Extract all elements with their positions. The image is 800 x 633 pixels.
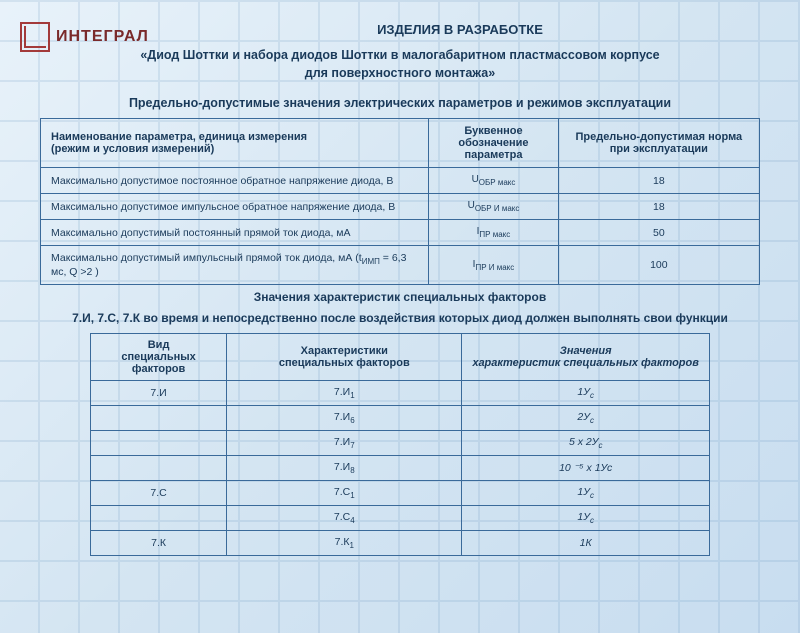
cell-symbol: IПР макс: [429, 220, 558, 246]
mid-heading-2: 7.И, 7.С, 7.К во время и непосредственно…: [30, 310, 770, 327]
page-title: ИЗДЕЛИЯ В РАЗРАБОТКЕ: [30, 22, 770, 37]
parameters-table: Наименование параметра, единица измерени…: [40, 118, 760, 285]
cell-value: 18: [558, 168, 759, 194]
cell-value: 10 ⁻⁵ х 1Ус: [462, 455, 710, 480]
cell-char: 7.И8: [227, 455, 462, 480]
table-header-row: Наименование параметра, единица измерени…: [41, 119, 760, 168]
parameters-table-body: Максимально допустимое постоянное обратн…: [41, 168, 760, 285]
col-header-symbol: Буквенное обозначение параметра: [429, 119, 558, 168]
cell-kind: [91, 430, 227, 455]
table-row: 7.С 7.С1 1Ус: [91, 481, 710, 506]
cell-symbol: UОБР макс: [429, 168, 558, 194]
cell-char: 7.С4: [227, 506, 462, 531]
table-row: 7.И6 2Ус: [91, 405, 710, 430]
table-header-row: Вид специальных факторов Характеристики …: [91, 333, 710, 380]
cell-char: 7.С1: [227, 481, 462, 506]
cell-kind: [91, 455, 227, 480]
cell-value: 2Ус: [462, 405, 710, 430]
col-header-char: Характеристики специальных факторов: [227, 333, 462, 380]
col-header-parameter: Наименование параметра, единица измерени…: [41, 119, 429, 168]
table-row: Максимально допустимое импульсное обратн…: [41, 194, 760, 220]
cell-kind: 7.И: [91, 380, 227, 405]
factors-table: Вид специальных факторов Характеристики …: [90, 333, 710, 557]
cell-value: 50: [558, 220, 759, 246]
subtitle: «Диод Шоттки и набора диодов Шоттки в ма…: [30, 47, 770, 82]
cell-char: 7.И6: [227, 405, 462, 430]
table-row: 7.И 7.И1 1Ус: [91, 380, 710, 405]
cell-value: 5 х 2Ус: [462, 430, 710, 455]
mid-heading-1: Значения характеристик специальных факто…: [30, 289, 770, 306]
cell-param: Максимально допустимое постоянное обратн…: [41, 168, 429, 194]
col-header-kind: Вид специальных факторов: [91, 333, 227, 380]
cell-kind: [91, 405, 227, 430]
cell-param: Максимально допустимый импульсный прямой…: [41, 246, 429, 285]
table-row: Максимально допустимое постоянное обратн…: [41, 168, 760, 194]
cell-char: 7.И7: [227, 430, 462, 455]
subtitle-line-1: «Диод Шоттки и набора диодов Шоттки в ма…: [140, 48, 659, 62]
cell-char: 7.И1: [227, 380, 462, 405]
cell-value: 18: [558, 194, 759, 220]
cell-value: 1К: [462, 531, 710, 556]
table-row: 7.И8 10 ⁻⁵ х 1Ус: [91, 455, 710, 480]
cell-value: 1Ус: [462, 481, 710, 506]
cell-param: Максимально допустимое импульсное обратн…: [41, 194, 429, 220]
col-header-value: Предельно-допустимая норма при эксплуата…: [558, 119, 759, 168]
table-row: Максимально допустимый постоянный прямой…: [41, 220, 760, 246]
table-row: 7.И7 5 х 2Ус: [91, 430, 710, 455]
table-row: 7.С4 1Ус: [91, 506, 710, 531]
cell-kind: 7.К: [91, 531, 227, 556]
cell-value: 100: [558, 246, 759, 285]
table-row: Максимально допустимый импульсный прямой…: [41, 246, 760, 285]
cell-value: 1Ус: [462, 380, 710, 405]
cell-symbol: IПР И макс: [429, 246, 558, 285]
cell-param: Максимально допустимый постоянный прямой…: [41, 220, 429, 246]
section-heading: Предельно-допустимые значения электричес…: [30, 96, 770, 110]
cell-char: 7.К1: [227, 531, 462, 556]
cell-kind: [91, 506, 227, 531]
subtitle-line-2: для поверхностного монтажа»: [305, 66, 495, 80]
cell-symbol: UОБР И макс: [429, 194, 558, 220]
table-row: 7.К 7.К1 1К: [91, 531, 710, 556]
document-content: ИЗДЕЛИЯ В РАЗРАБОТКЕ «Диод Шоттки и набо…: [0, 0, 800, 556]
factors-table-body: 7.И 7.И1 1Ус 7.И6 2Ус 7.И7 5 х 2Ус 7.И8 …: [91, 380, 710, 556]
cell-value: 1Ус: [462, 506, 710, 531]
cell-kind: 7.С: [91, 481, 227, 506]
col-header-values: Значения характеристик специальных факто…: [462, 333, 710, 380]
